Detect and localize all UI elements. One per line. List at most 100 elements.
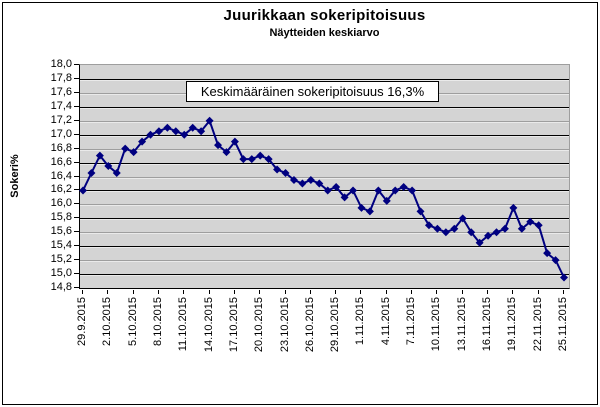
x-tick-label: 11.10.2015 — [177, 297, 189, 352]
x-tick-mark — [183, 290, 184, 294]
data-point-marker — [239, 155, 248, 164]
x-tick-label: 29.9.2015 — [76, 297, 88, 346]
y-tick-mark — [74, 92, 79, 93]
y-tick-label: 16,2 — [50, 183, 72, 196]
data-point-marker — [205, 116, 214, 125]
x-tick-label: 7.11.2015 — [405, 297, 417, 346]
data-point-marker — [315, 179, 324, 188]
y-tick-label: 17,4 — [50, 99, 72, 112]
y-tick-mark — [74, 148, 79, 149]
data-point-marker — [458, 214, 467, 223]
x-tick-mark — [82, 290, 83, 294]
y-tick-mark — [74, 259, 79, 260]
data-point-marker — [517, 224, 526, 233]
x-tick-label: 20.10.2015 — [253, 297, 265, 353]
data-point-marker — [222, 148, 231, 157]
x-tick-label: 8.10.2015 — [152, 297, 164, 346]
y-tick-mark — [74, 287, 79, 288]
data-point-marker — [247, 155, 256, 164]
chart-title: Juurikkaan sokeripitoisuus — [223, 7, 426, 24]
data-point-marker — [500, 224, 509, 233]
data-point-marker — [197, 127, 206, 136]
data-point-marker — [146, 130, 155, 139]
y-tick-label: 16,0 — [50, 197, 72, 210]
data-point-marker — [230, 137, 239, 146]
data-point-marker — [526, 217, 535, 226]
data-point-marker — [323, 186, 332, 195]
x-tick-mark — [158, 290, 159, 294]
x-tick-mark — [563, 290, 564, 294]
x-tick-label: 14.10.2015 — [203, 297, 215, 353]
x-tick-label: 4.11.2015 — [380, 297, 392, 346]
y-tick-mark — [74, 162, 79, 163]
y-tick-label: 14,8 — [50, 281, 72, 293]
x-tick-mark — [234, 290, 235, 294]
data-point-marker — [171, 127, 180, 136]
data-point-marker — [450, 224, 459, 233]
y-tick-label: 18,0 — [50, 58, 72, 70]
x-tick-mark — [310, 290, 311, 294]
data-point-marker — [399, 182, 408, 191]
data-point-marker — [79, 186, 87, 195]
y-tick-label: 16,6 — [50, 155, 72, 168]
x-tick-label: 1.11.2015 — [354, 297, 366, 346]
data-point-marker — [138, 137, 147, 146]
y-axis-title: Sokeri% — [9, 154, 21, 198]
y-tick-label: 16,8 — [50, 141, 72, 154]
annotation-box: Keskimääräinen sokeripitoisuus 16,3% — [186, 81, 439, 102]
data-point-marker — [121, 144, 130, 153]
x-tick-label: 22.11.2015 — [532, 297, 544, 352]
data-point-marker — [484, 231, 493, 240]
x-tick-label: 19.11.2015 — [506, 297, 518, 352]
data-point-marker — [441, 228, 450, 237]
y-tick-label: 17,8 — [50, 71, 72, 84]
y-tick-label: 17,0 — [50, 127, 72, 140]
x-tick-mark — [411, 290, 412, 294]
data-point-marker — [408, 186, 417, 195]
data-point-marker — [467, 228, 476, 237]
x-tick-mark — [107, 290, 108, 294]
data-point-marker — [112, 169, 121, 178]
x-tick-label: 5.10.2015 — [127, 297, 139, 346]
x-tick-mark — [436, 290, 437, 294]
data-point-marker — [154, 127, 163, 136]
y-tick-mark — [74, 134, 79, 135]
data-point-marker — [509, 203, 518, 212]
data-point-marker — [365, 207, 374, 216]
y-tick-mark — [74, 231, 79, 232]
y-tick-mark — [74, 217, 79, 218]
x-tick-label: 13.11.2015 — [456, 297, 468, 352]
chart-subtitle: Näytteiden keskiarvo — [269, 27, 380, 39]
data-point-marker — [416, 207, 425, 216]
y-tick-mark — [74, 78, 79, 79]
x-tick-label: 29.10.2015 — [329, 297, 341, 353]
data-point-marker — [306, 175, 315, 184]
data-point-marker — [349, 186, 358, 195]
data-point-marker — [374, 186, 383, 195]
data-point-marker — [163, 123, 172, 132]
data-point-marker — [551, 256, 560, 265]
data-point-marker — [543, 249, 552, 258]
x-tick-mark — [360, 290, 361, 294]
x-tick-mark — [285, 290, 286, 294]
data-point-marker — [492, 228, 501, 237]
x-tick-label: 26.10.2015 — [304, 297, 316, 353]
data-point-marker — [534, 221, 543, 230]
y-tick-label: 15,2 — [50, 253, 72, 266]
data-point-marker — [298, 179, 307, 188]
x-tick-mark — [462, 290, 463, 294]
data-point-marker — [214, 141, 223, 150]
data-point-marker — [256, 151, 265, 160]
x-tick-mark — [487, 290, 488, 294]
data-point-marker — [560, 273, 568, 282]
data-point-marker — [424, 221, 433, 230]
y-tick-mark — [74, 176, 79, 177]
y-tick-label: 15,6 — [50, 225, 72, 238]
x-tick-mark — [538, 290, 539, 294]
data-point-marker — [129, 148, 138, 157]
data-point-marker — [95, 151, 104, 160]
x-tick-label: 25.11.2015 — [557, 297, 569, 352]
x-tick-mark — [386, 290, 387, 294]
x-tick-label: 2.10.2015 — [101, 297, 113, 346]
